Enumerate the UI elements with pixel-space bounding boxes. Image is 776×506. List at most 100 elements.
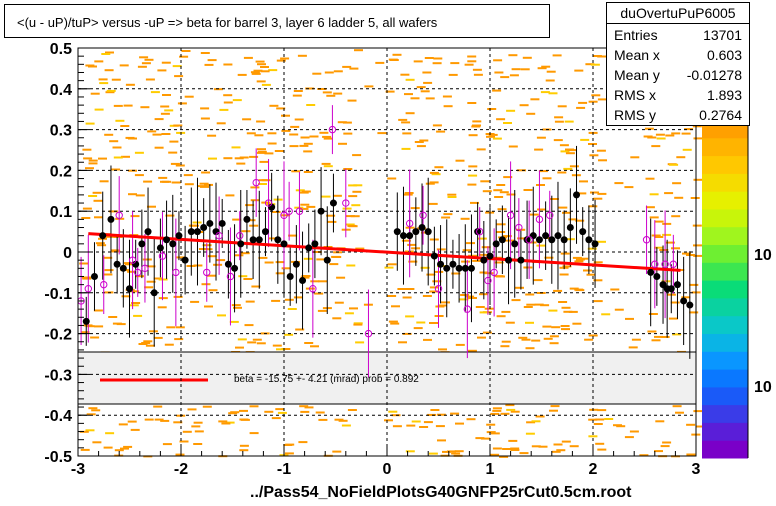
hist-cell bbox=[664, 192, 674, 195]
hist-cell bbox=[523, 266, 533, 269]
hist-cell bbox=[486, 431, 496, 434]
stats-row-mean-x: Mean x 0.603 bbox=[614, 45, 742, 65]
hist-cell bbox=[207, 59, 217, 62]
hist-cell bbox=[321, 195, 331, 198]
hist-cell bbox=[258, 183, 267, 185]
hist-cell bbox=[272, 344, 282, 347]
hist-cell bbox=[256, 80, 266, 83]
hist-cell bbox=[614, 308, 624, 311]
hist-cell bbox=[301, 275, 311, 277]
hist-cell bbox=[693, 178, 703, 181]
hist-cell bbox=[689, 283, 699, 286]
data-point-open bbox=[141, 264, 149, 273]
hist-cell bbox=[274, 150, 284, 152]
hist-cell bbox=[525, 432, 535, 435]
hist-cell bbox=[154, 118, 164, 121]
hist-cell bbox=[336, 276, 346, 279]
hist-cell bbox=[257, 150, 267, 153]
data-point-open bbox=[476, 227, 484, 236]
hist-cell bbox=[157, 306, 167, 309]
hist-cell bbox=[114, 449, 124, 452]
hist-cell bbox=[593, 279, 603, 282]
hist-cell bbox=[660, 445, 670, 448]
hist-cell bbox=[545, 79, 555, 82]
stats-row-entries: Entries 13701 bbox=[614, 25, 742, 45]
hist-cell bbox=[347, 99, 357, 102]
hist-cell bbox=[316, 258, 326, 261]
hist-cell bbox=[448, 73, 458, 76]
hist-cell bbox=[692, 224, 702, 227]
hist-cell bbox=[354, 49, 363, 52]
hist-cell bbox=[597, 98, 607, 101]
hist-cell bbox=[232, 218, 242, 221]
hist-cell bbox=[321, 162, 331, 165]
hist-cell bbox=[656, 137, 666, 140]
data-point bbox=[406, 232, 414, 240]
hist-cell bbox=[344, 312, 354, 315]
hist-cell bbox=[165, 214, 175, 217]
hist-cell bbox=[288, 234, 298, 237]
hist-cell bbox=[144, 418, 154, 421]
hist-cell bbox=[150, 91, 160, 94]
hist-cell bbox=[568, 218, 578, 221]
hist-cell bbox=[420, 266, 430, 269]
hist-cell bbox=[343, 132, 353, 135]
hist-cell bbox=[475, 437, 485, 440]
hist-cell bbox=[546, 70, 556, 73]
hist-cell bbox=[496, 315, 506, 318]
hist-cell bbox=[402, 296, 412, 299]
color-scale-cell bbox=[702, 333, 748, 352]
hist-cell bbox=[125, 136, 135, 139]
data-point bbox=[311, 240, 319, 248]
hist-cell bbox=[146, 280, 156, 283]
hist-cell bbox=[460, 294, 470, 296]
hist-cell bbox=[230, 411, 240, 414]
fit-line-group bbox=[88, 232, 681, 272]
hist-cell bbox=[246, 219, 256, 222]
hist-cell bbox=[184, 95, 194, 98]
data-point bbox=[243, 215, 251, 223]
hist-cell bbox=[82, 148, 92, 151]
hist-cell bbox=[455, 343, 465, 346]
data-point-open bbox=[535, 215, 544, 224]
hist-cell bbox=[670, 301, 680, 304]
hist-cell bbox=[201, 171, 211, 174]
hist-cell bbox=[529, 213, 539, 216]
hist-cell bbox=[648, 313, 658, 315]
hist-cell bbox=[682, 252, 691, 255]
hist-cell bbox=[300, 276, 310, 279]
data-point bbox=[150, 289, 158, 297]
hist-cell bbox=[560, 252, 570, 255]
hist-cell bbox=[523, 189, 533, 191]
hist-cell bbox=[455, 159, 465, 162]
hist-cell bbox=[459, 298, 469, 301]
hist-cell bbox=[261, 179, 271, 182]
data-point-open bbox=[661, 260, 669, 268]
hist-cell bbox=[257, 63, 266, 66]
hist-cell bbox=[144, 286, 154, 289]
hist-cell bbox=[558, 301, 568, 303]
hist-cell bbox=[350, 215, 360, 218]
hist-cell bbox=[268, 237, 278, 240]
hist-cell bbox=[531, 420, 541, 423]
hist-cell bbox=[654, 335, 663, 338]
hist-cell bbox=[548, 92, 558, 95]
hist-cell bbox=[88, 159, 98, 162]
hist-cell bbox=[467, 102, 477, 104]
hist-cell bbox=[672, 182, 682, 185]
stats-key: Mean y bbox=[614, 67, 660, 83]
data-point-open bbox=[128, 256, 137, 264]
data-point bbox=[430, 252, 438, 260]
hist-cell bbox=[293, 90, 303, 92]
hist-cell bbox=[625, 317, 634, 320]
hist-cell bbox=[662, 441, 672, 444]
data-point bbox=[175, 232, 183, 240]
hist-cell bbox=[631, 338, 641, 341]
hist-cell bbox=[300, 136, 310, 139]
hist-cell bbox=[158, 278, 168, 281]
hist-cell bbox=[693, 410, 703, 413]
hist-cell bbox=[174, 338, 184, 341]
hist-cell bbox=[177, 102, 187, 105]
hist-cell bbox=[349, 307, 358, 310]
hist-cell bbox=[142, 258, 152, 261]
